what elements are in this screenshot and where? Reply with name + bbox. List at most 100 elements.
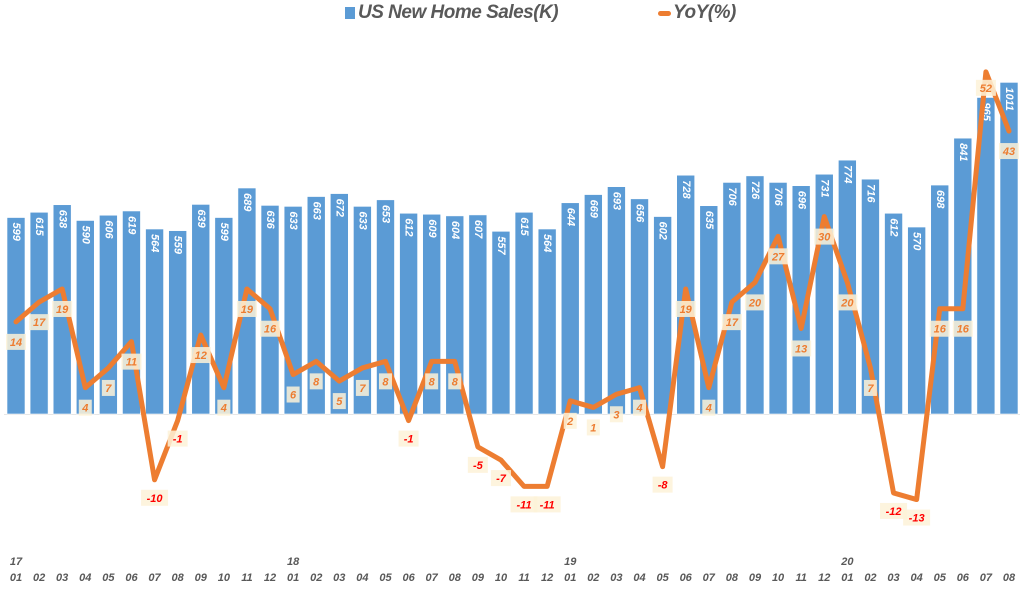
bar-value-label: 633 — [287, 211, 299, 229]
yoy-value-label: 7 — [355, 379, 369, 396]
bar-value-label: 633 — [356, 211, 368, 229]
bar-value-label: 731 — [818, 179, 830, 197]
x-tick-label: 01 — [9, 572, 23, 584]
x-tick-label: 12 — [263, 572, 277, 584]
bar-value-label: 559 — [172, 236, 184, 255]
svg-text:27: 27 — [771, 251, 785, 263]
bar-value-label: 644 — [564, 208, 576, 226]
yoy-value-label: 43 — [999, 143, 1019, 160]
x-tick-label: 05 — [379, 572, 392, 584]
bar-value-label: 638 — [56, 210, 68, 229]
bar-value-label: 696 — [795, 191, 807, 210]
svg-text:17: 17 — [33, 317, 46, 329]
yoy-value-label: 5 — [332, 393, 346, 410]
x-tick-label: 03 — [333, 572, 346, 584]
legend-item-sales: US New Home Sales(K) — [345, 2, 559, 24]
bar-value-label: 607 — [472, 220, 484, 239]
bar-value-label: 841 — [957, 143, 969, 161]
yoy-value-label: 16 — [260, 320, 281, 337]
x-tick-label: 01 — [286, 572, 300, 584]
yoy-value-label: 19 — [52, 300, 73, 317]
x-tick-label: 03 — [56, 572, 69, 584]
bar: 696 — [791, 185, 811, 415]
bar-value-label: 564 — [149, 234, 161, 252]
svg-text:3: 3 — [613, 409, 619, 421]
x-tick-label: 06 — [956, 572, 969, 584]
bar: 639 — [191, 204, 211, 415]
x-tick-label: 11 — [795, 572, 807, 584]
yoy-value-label: 14 — [6, 333, 26, 350]
yoy-value-label: 4 — [217, 399, 231, 416]
bar: 663 — [306, 196, 326, 415]
x-tick-label: 04 — [633, 572, 646, 584]
x-tick-label: 03 — [887, 572, 900, 584]
x-tick-label: 06 — [402, 572, 415, 584]
x-tick-label: 10 — [217, 572, 230, 584]
svg-text:7: 7 — [359, 383, 366, 395]
bar-value-label: 663 — [310, 202, 322, 220]
x-tick-label: 02 — [32, 572, 46, 584]
bar-value-label: 706 — [772, 187, 784, 206]
x-tick-label: 08 — [1002, 572, 1016, 584]
bar: 559 — [168, 230, 187, 415]
legend-label-yoy: YoY(%) — [673, 2, 736, 23]
x-tick-label: 08 — [725, 572, 738, 584]
line-swatch-icon — [658, 10, 671, 16]
x-tick-label: 09 — [748, 572, 762, 584]
yoy-value-label: 27 — [768, 248, 789, 265]
svg-text:-8: -8 — [658, 480, 669, 492]
yoy-value-label: 20 — [744, 294, 765, 311]
bar-value-label: 636 — [264, 210, 276, 229]
bar: 570 — [907, 226, 926, 415]
bar: 602 — [653, 216, 672, 415]
svg-text:-1: -1 — [404, 434, 414, 446]
yoy-value-label: 4 — [633, 399, 647, 416]
svg-text:-13: -13 — [909, 513, 925, 525]
x-tick-label: 08 — [171, 572, 184, 584]
svg-text:19: 19 — [241, 304, 254, 316]
yoy-value-label: -12 — [880, 502, 908, 519]
yoy-value-label: 20 — [837, 294, 858, 311]
x-tick-label: 11 — [241, 572, 253, 584]
bar: 669 — [584, 194, 603, 415]
yoy-value-label: 6 — [286, 386, 300, 403]
bar: 609 — [422, 213, 441, 415]
bar: 633 — [283, 206, 303, 415]
yoy-value-label: -11 — [510, 496, 538, 513]
bar-value-label: 612 — [403, 218, 415, 236]
yoy-value-label: 16 — [952, 320, 973, 337]
bar: 706 — [768, 182, 788, 415]
bar-value-label: 728 — [680, 180, 692, 199]
x-tick-label: 10 — [771, 572, 785, 584]
svg-text:4: 4 — [220, 403, 227, 415]
yoy-value-label: 1 — [586, 419, 600, 436]
yoy-value-label: 13 — [791, 340, 812, 357]
svg-text:52: 52 — [980, 83, 992, 95]
svg-text:8: 8 — [382, 376, 389, 388]
bar: 612 — [399, 212, 418, 415]
chart-legend: US New Home Sales(K) YoY(%) — [0, 2, 1024, 26]
bar-value-label: 564 — [541, 234, 553, 252]
yoy-value-label: 8 — [378, 373, 392, 390]
svg-text:-10: -10 — [147, 493, 164, 505]
x-tick-label: 06 — [679, 572, 692, 584]
bar-value-label: 612 — [888, 218, 900, 236]
yoy-value-label: -5 — [467, 456, 488, 473]
svg-text:30: 30 — [818, 232, 831, 244]
svg-text:-12: -12 — [886, 506, 902, 518]
yoy-value-label: 16 — [929, 320, 950, 337]
bar-swatch-icon — [345, 7, 355, 19]
yoy-value-label: -11 — [533, 496, 561, 513]
svg-text:7: 7 — [105, 383, 112, 395]
svg-text:20: 20 — [748, 297, 762, 309]
yoy-value-label: 19 — [236, 300, 257, 317]
x-tick-label: 02 — [864, 572, 877, 584]
bar: 564 — [145, 228, 164, 415]
svg-text:19: 19 — [680, 304, 693, 316]
bar: 841 — [953, 137, 973, 415]
x-tick-label: 01 — [564, 572, 577, 584]
x-tick-label: 06 — [125, 572, 138, 584]
svg-text:8: 8 — [313, 376, 320, 388]
legend-item-yoy: YoY(%) — [658, 2, 736, 24]
